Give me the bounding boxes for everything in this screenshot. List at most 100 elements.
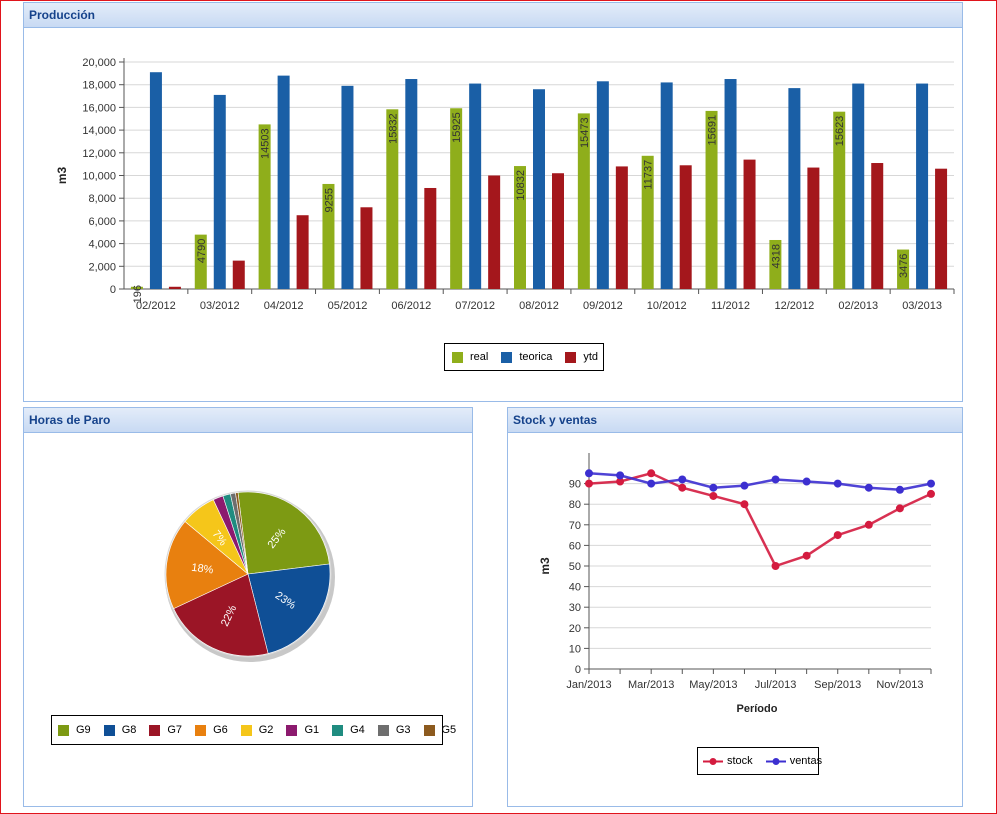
bar-data-label: 4318 (770, 244, 782, 268)
bar-real (514, 166, 526, 289)
pie-slice-g7 (173, 573, 269, 657)
stock-legend: stock ventas (697, 747, 823, 775)
legend-label-ventas: ventas (789, 755, 823, 767)
data-point-stock (740, 500, 749, 509)
bar-teorica (788, 88, 801, 289)
y-axis-title: m3 (538, 557, 552, 575)
bar-real (322, 183, 335, 289)
pie-slice-g8 (247, 563, 331, 654)
x-tick-label: 03/2012 (200, 300, 240, 312)
legend-item-teorica[interactable]: teorica (501, 351, 552, 363)
pie-slice-g9 (237, 491, 330, 575)
bar-teorica (660, 82, 673, 290)
legend-item-g9[interactable]: G9 (58, 724, 91, 736)
legend-item-real[interactable]: real (452, 351, 488, 363)
y-tick-label: 50 (569, 561, 581, 573)
y-tick-label: 12,000 (82, 148, 116, 160)
y-tick-label: 80 (569, 499, 581, 511)
legend-swatch-real (452, 351, 463, 363)
bar-real (386, 109, 399, 290)
horas-panel-title: Horas de Paro (24, 408, 472, 433)
y-tick-label: 90 (569, 479, 581, 491)
x-tick-label: 10/2012 (647, 300, 687, 312)
produccion-legend: real teorica ytd (444, 343, 604, 371)
legend-item-stock[interactable]: stock (703, 755, 753, 767)
bar-teorica (277, 75, 290, 289)
bar-teorica (533, 89, 545, 289)
legend-swatch-g9 (58, 724, 69, 736)
produccion-bar-chart: 0 2,000 4,000 6,000 8,000 10,000 12,000 14,000 1… (55, 57, 955, 312)
bar-data-label: 15832 (387, 113, 399, 144)
bar-ytd (935, 168, 948, 289)
series-line-ventas (588, 472, 932, 492)
legend-swatch-g1 (286, 724, 298, 736)
horas-legend: G9 G8 G7 G6 G2 G1 G4 G3 G5 (51, 715, 456, 745)
x-tick-label: Nov/2013 (876, 679, 923, 691)
legend-item-g5[interactable]: G5 (423, 724, 457, 736)
bar-data-label: 15691 (707, 115, 719, 146)
bar-teorica (405, 79, 418, 290)
series-line-stock (588, 471, 932, 568)
legend-item-g8[interactable]: G8 (103, 724, 137, 736)
bar-data-label: 9255 (323, 188, 335, 212)
legend-label-real: real (470, 351, 489, 363)
legend-label-g5: G5 (441, 724, 457, 736)
bar-ytd (871, 163, 884, 289)
legend-label-g7: G7 (167, 724, 183, 736)
data-point-stock (927, 489, 935, 498)
data-point-stock (678, 483, 687, 492)
bar-data-label: 15623 (834, 116, 846, 147)
y-tick-label: 16,000 (82, 102, 116, 114)
y-tick-label: 40 (569, 582, 581, 594)
x-tick-label: 02/2013 (838, 300, 878, 312)
legend-item-g1[interactable]: G1 (286, 724, 319, 736)
x-tick-label: 04/2012 (264, 300, 304, 312)
data-point-ventas (616, 471, 625, 480)
x-tick-label: 08/2012 (519, 300, 559, 312)
legend-label-g2: G2 (258, 724, 274, 736)
legend-swatch-teorica (501, 351, 513, 363)
pie-slice-label: 18% (191, 562, 215, 577)
bar-data-label: 3476 (898, 254, 910, 278)
bar-data-label: 11737 (643, 160, 655, 190)
legend-item-g3[interactable]: G3 (377, 724, 411, 736)
bar-ytd (807, 167, 820, 289)
y-tick-label: 60 (569, 540, 581, 552)
data-point-ventas (740, 481, 749, 490)
y-tick-label: 70 (569, 520, 581, 532)
legend-item-ytd[interactable]: ytd (565, 351, 598, 363)
data-point-ventas (927, 479, 935, 488)
x-axis-title: Período (737, 703, 778, 715)
bar-teorica (213, 94, 226, 289)
produccion-panel: Producción 0 2,000 4,000 6,000 8,000 10,000 12… (23, 2, 963, 402)
y-tick-label: 30 (569, 602, 581, 614)
legend-swatch-g3 (377, 724, 389, 736)
data-point-ventas (895, 485, 904, 494)
bar-real (897, 249, 910, 289)
bar-ytd (679, 165, 692, 289)
x-tick-label: 05/2012 (328, 300, 368, 312)
bar-real (769, 239, 782, 289)
legend-item-g4[interactable]: G4 (332, 724, 365, 736)
legend-item-g2[interactable]: G2 (240, 724, 274, 736)
x-tick-label: Jul/2013 (755, 679, 797, 691)
legend-item-ventas[interactable]: ventas (765, 755, 823, 767)
data-point-ventas (709, 483, 718, 492)
x-tick-label: 02/2012 (136, 300, 176, 312)
legend-label-g8: G8 (121, 724, 137, 736)
pie-slice-g5 (235, 492, 249, 575)
bar-ytd (743, 159, 756, 289)
data-point-stock (802, 551, 811, 560)
legend-swatch-g5 (423, 724, 435, 736)
legend-item-g7[interactable]: G7 (149, 724, 182, 736)
bar-real (130, 286, 143, 289)
legend-swatch-g8 (103, 724, 115, 736)
stock-panel: Stock y ventas 0 10 20 30 40 50 60 70 80 90 m3 Jan/… (507, 407, 963, 807)
y-tick-label: 10,000 (82, 171, 116, 183)
x-tick-label: 09/2012 (583, 300, 623, 312)
y-tick-label: 10 (569, 643, 581, 655)
y-tick-label: 20 (569, 623, 581, 635)
y-tick-label: 20,000 (82, 57, 116, 69)
legend-label-teorica: teorica (519, 351, 553, 363)
legend-item-g6[interactable]: G6 (195, 724, 228, 736)
